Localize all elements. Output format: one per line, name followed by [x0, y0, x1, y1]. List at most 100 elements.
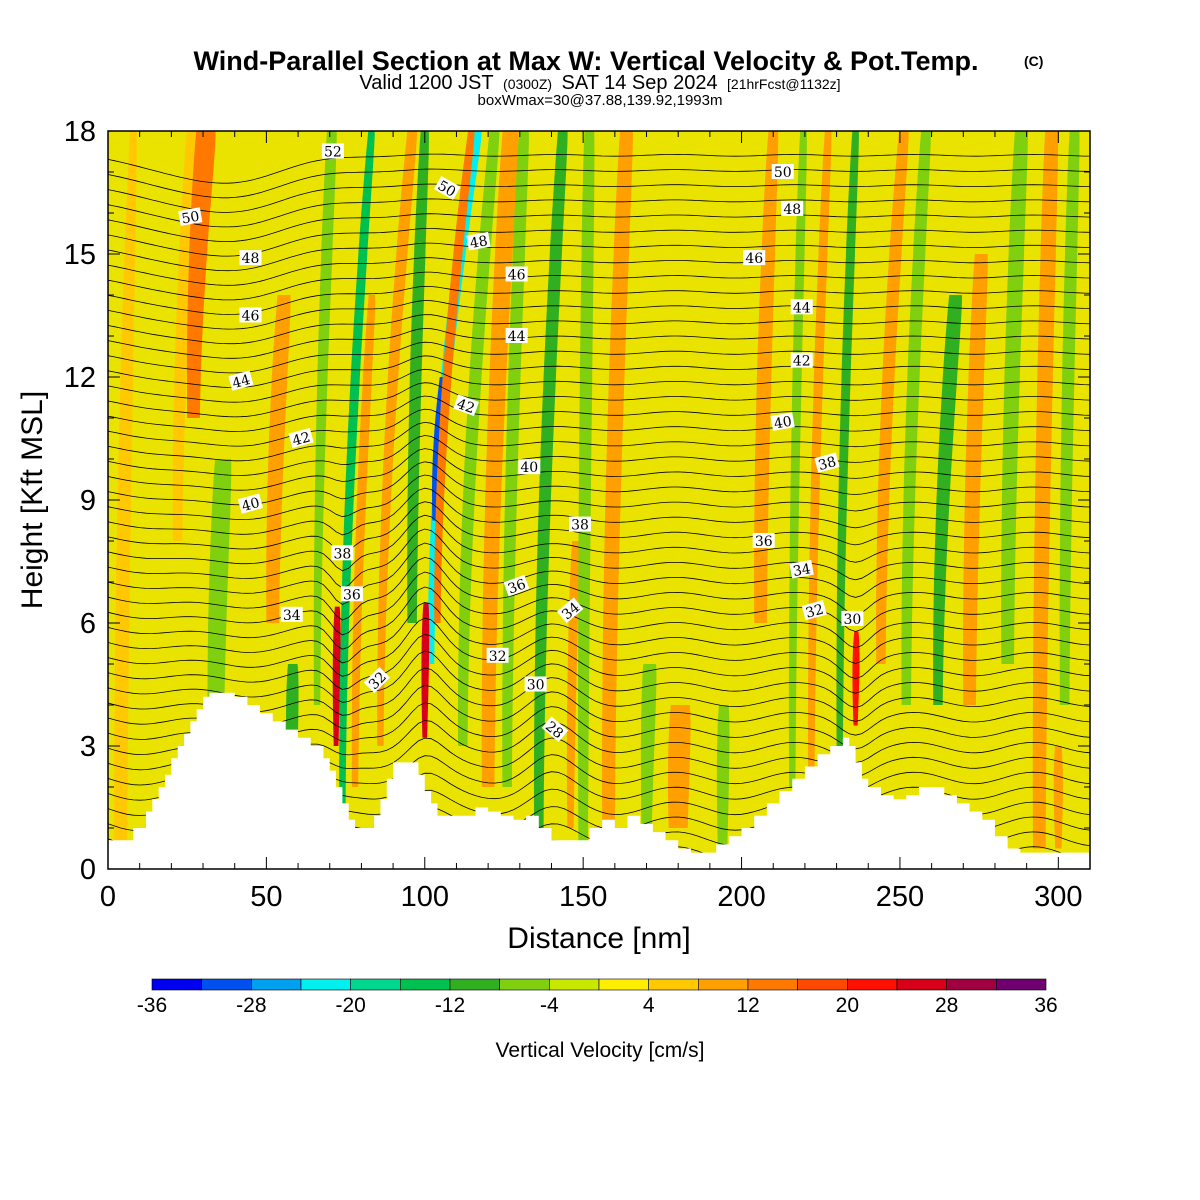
- contour-label-3: 46: [239, 307, 262, 325]
- colorbar-tick-label: -4: [540, 994, 559, 1017]
- theta-contour: [108, 528, 1090, 589]
- theta-contour: [108, 271, 1090, 301]
- colorbar-swatch: [946, 978, 997, 991]
- theta-contour: [108, 257, 1090, 286]
- velocity-band-17: [481, 131, 519, 787]
- theta-contour: [108, 242, 1090, 272]
- contour-label-21: 30: [524, 676, 547, 694]
- colorbar-swatch: [151, 978, 202, 991]
- colorbar-swatch: [499, 978, 550, 991]
- colorbar-tick-label: -12: [435, 994, 465, 1017]
- contour-label-bg: [239, 250, 262, 266]
- contour-label-text: 30: [527, 678, 545, 694]
- contour-label-0: 52: [321, 143, 344, 161]
- contour-label-bg: [466, 231, 491, 251]
- colorbar-swatch: [996, 978, 1047, 991]
- theta-contour: [108, 168, 1090, 199]
- theta-contour: [108, 355, 1090, 389]
- contour-label-text: 44: [231, 372, 252, 392]
- contour-label-bg: [770, 412, 795, 431]
- contour-label-bg: [340, 586, 363, 602]
- velocity-band-27: [788, 131, 807, 787]
- velocity-band-9: [351, 295, 376, 787]
- y-tick-label: 15: [64, 239, 96, 271]
- contour-label-bg: [789, 559, 814, 579]
- colorbar-swatch: [350, 978, 401, 991]
- contour-label-text: 50: [180, 209, 200, 228]
- x-tick-label: 200: [717, 881, 765, 913]
- contour-label-25: 46: [743, 250, 766, 267]
- velocity-band-29: [836, 131, 859, 746]
- chart-title-mark: (C): [1024, 53, 1043, 69]
- contour-label-5: 42: [288, 427, 314, 450]
- contour-label-bg: [743, 250, 766, 266]
- velocity-band-6: [313, 131, 337, 705]
- contour-label-text: 30: [844, 612, 862, 628]
- contour-label-8: 36: [340, 586, 363, 603]
- contour-label-text: 38: [571, 518, 589, 534]
- contour-label-bg: [814, 452, 840, 473]
- theta-contour: [108, 328, 1090, 359]
- theta-contour: [108, 501, 1090, 554]
- colorbar-swatch: [747, 978, 798, 991]
- velocity-band-15: [434, 131, 475, 623]
- contour-label-text: 48: [783, 202, 801, 218]
- contour-label-20: 32: [486, 647, 509, 665]
- x-tick-label: 50: [250, 881, 282, 913]
- x-tick-label: 0: [100, 881, 116, 913]
- contour-label-bg: [541, 716, 569, 743]
- colorbar-tick-label: -20: [335, 994, 365, 1017]
- colorbar-swatch: [300, 978, 351, 991]
- contour-label-bg: [790, 299, 813, 315]
- theta-contour: [108, 556, 1090, 621]
- velocity-band-8: [339, 131, 375, 808]
- contour-label-bg: [486, 647, 509, 663]
- contour-label-bg: [331, 545, 354, 561]
- x-tick-label: 100: [401, 881, 449, 913]
- subtitle-utc: (0300Z): [503, 76, 552, 92]
- y-tick-label: 12: [64, 362, 96, 394]
- contour-label-bg: [321, 143, 344, 159]
- contour-label-text: 32: [804, 602, 825, 622]
- contour-label-bg: [781, 200, 804, 216]
- contour-label-31: 34: [789, 559, 814, 580]
- velocity-band-4: [266, 295, 291, 623]
- colorbar-swatch: [449, 978, 500, 991]
- contour-label-14: 44: [505, 328, 528, 345]
- theta-contour: [108, 650, 1090, 708]
- theta-contour: [108, 395, 1090, 432]
- contour-label-text: 38: [817, 454, 838, 474]
- y-tick-label: 18: [64, 116, 96, 148]
- theta-contour: [108, 474, 1090, 521]
- contour-label-bg: [239, 307, 262, 323]
- contour-label-27: 42: [790, 352, 813, 370]
- contour-label-text: 42: [455, 396, 477, 417]
- velocity-band-23: [640, 664, 657, 849]
- theta-contour: [108, 448, 1090, 491]
- contour-label-text: 36: [755, 534, 773, 550]
- velocity-band-33: [933, 295, 963, 705]
- colorbar-tick-label: -28: [236, 994, 266, 1017]
- theta-contour: [108, 153, 1090, 184]
- contour-label-bg: [280, 606, 303, 622]
- y-tick-label: 9: [80, 485, 96, 517]
- contour-label-text: 40: [520, 460, 538, 476]
- contour-label-bg: [752, 533, 775, 548]
- x-axis: 0 50 100 150 200 250 300: [100, 131, 1091, 913]
- velocity-band-18: [502, 131, 529, 787]
- y-tick-label: 6: [80, 608, 96, 640]
- y-tick-label: 0: [80, 854, 96, 886]
- y-tick-label: 3: [80, 731, 96, 763]
- theta-contour: [108, 314, 1090, 345]
- velocity-band-25: [716, 705, 730, 849]
- terrain-mask: [108, 692, 1090, 869]
- theta-contour: [108, 183, 1090, 213]
- colorbar-tick-label: 20: [836, 994, 859, 1017]
- velocity-band-19: [533, 131, 568, 828]
- contour-label-7: 38: [331, 545, 354, 562]
- contour-label-bg: [771, 164, 794, 179]
- velocity-band-36: [1032, 131, 1059, 849]
- contour-label-text: 52: [324, 145, 342, 161]
- colorbar: -36 -28 -20 -12 -4 4 12 20 28 36: [137, 978, 1058, 1017]
